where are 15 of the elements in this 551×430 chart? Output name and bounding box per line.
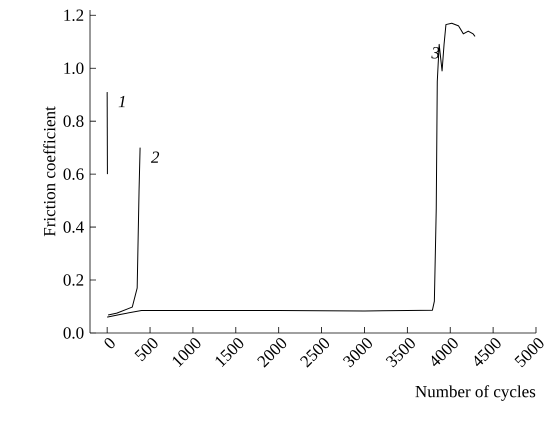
y-tick-label: 0.2 (64, 274, 84, 286)
y-tick-label: 1.2 (64, 10, 84, 22)
x-tick-label: 4500 (474, 338, 501, 366)
y-tick-label: 0.6 (64, 168, 84, 180)
y-tick-label: 0.4 (64, 221, 84, 233)
y-tick-label: 0.0 (64, 327, 84, 339)
y-axis-title: Friction coefficient (43, 106, 56, 236)
annotation: 2 (150, 152, 160, 163)
annotation: 1 (118, 96, 125, 108)
y-tick-label: 0.8 (64, 115, 84, 127)
x-axis-title: Number of cycles (415, 385, 536, 401)
x-tick-label: 500 (134, 338, 158, 362)
x-tick-label: 4000 (432, 338, 458, 366)
x-tick-label: 0 (104, 338, 115, 348)
y-tick-label: 1.0 (64, 62, 84, 74)
